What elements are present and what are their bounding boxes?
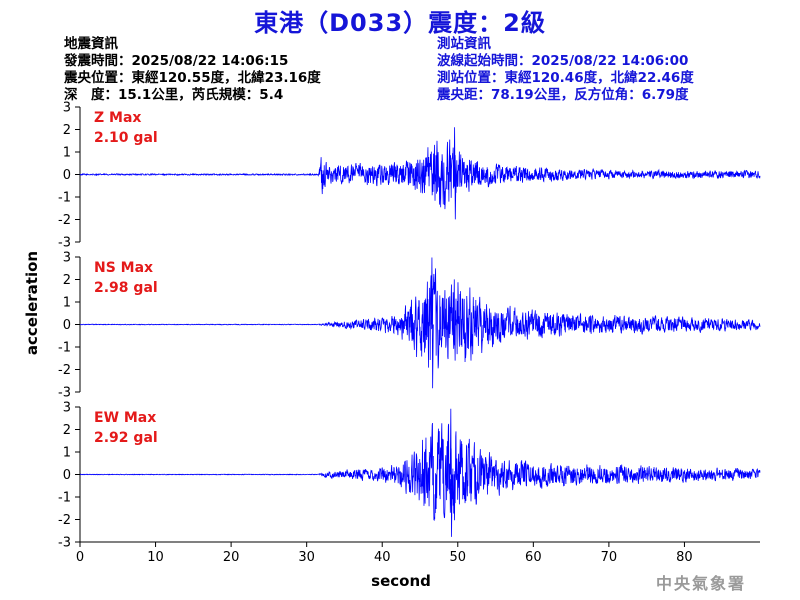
y-tick-label: 0	[63, 318, 71, 333]
trace-ew	[79, 408, 761, 537]
x-tick-label: 20	[223, 550, 240, 565]
max-value: 2.98 gal	[94, 280, 158, 296]
y-tick-label: 0	[63, 468, 71, 483]
x-tick-label: 10	[147, 550, 164, 565]
y-tick-label: -2	[58, 513, 71, 528]
x-tick-label: 70	[601, 550, 618, 565]
distance-azimuth: 震央距：78.19公里，反方位角：6.79度	[437, 87, 689, 103]
panel-ns: 3 2 1 0 -1 -2 -3 NS Max 2.98 gal	[58, 251, 761, 401]
max-value: 2.92 gal	[94, 430, 158, 446]
y-tick-label: -1	[58, 491, 71, 506]
y-tick-label: 3	[63, 401, 71, 416]
y-tick-label: -1	[58, 191, 71, 206]
y-tick-label: -3	[58, 236, 71, 251]
y-tick-label: 2	[63, 423, 71, 438]
x-tick-label: 60	[525, 550, 542, 565]
station-info: 測站資訊 波線起始時間：2025/08/22 14:06:00 測站位置：東經1…	[437, 36, 694, 104]
y-tick-label: -2	[58, 213, 71, 228]
origin-time: 發震時間：2025/08/22 14:06:15	[64, 53, 289, 69]
y-tick-label: 1	[63, 146, 71, 161]
x-tick-label: 30	[298, 550, 315, 565]
panel-ew: 3 2 1 0 -1 -2 -3 EW Max 2.92 gal	[58, 401, 761, 551]
x-tick-label: 40	[374, 550, 391, 565]
agency-footer: 中央氣象署	[655, 574, 746, 593]
epicenter-location: 震央位置：東經120.55度，北緯23.16度	[64, 70, 321, 86]
y-tick-label: -2	[58, 363, 71, 378]
y-tick-label: -3	[58, 386, 71, 401]
quake-info: 地震資訊 發震時間：2025/08/22 14:06:15 震央位置：東經120…	[64, 36, 321, 104]
trace-ns	[79, 257, 761, 389]
y-tick-label: 3	[63, 101, 71, 116]
wave-start-time: 波線起始時間：2025/08/22 14:06:00	[437, 53, 689, 69]
x-axis-label: second	[371, 572, 431, 590]
max-value: 2.10 gal	[94, 130, 158, 146]
trace-z	[79, 127, 761, 220]
y-tick-label: -1	[58, 341, 71, 356]
y-tick-label: 3	[63, 251, 71, 266]
page-title: 東港（D033）震度：2級	[254, 9, 546, 37]
y-tick-label: 2	[63, 273, 71, 288]
quake-info-heading: 地震資訊	[64, 36, 118, 52]
seismogram-panels: 3 2 1 0 -1 -2 -3 Z Max 2.10 gal 3 2 1 0 -1 -2 -3 NS Max 2…	[58, 101, 761, 551]
x-tick-label: 50	[450, 550, 467, 565]
station-info-heading: 測站資訊	[437, 36, 491, 52]
x-axis: 0 10 20 30 40 50 60 70 80	[76, 541, 760, 565]
panel-z: 3 2 1 0 -1 -2 -3 Z Max 2.10 gal	[58, 101, 761, 251]
y-tick-label: 1	[63, 296, 71, 311]
y-tick-label: 1	[63, 446, 71, 461]
x-tick-label: 0	[76, 550, 84, 565]
max-label: EW Max	[94, 410, 156, 426]
depth-magnitude: 深 度：15.1公里，芮氏規模：5.4	[64, 87, 284, 103]
y-tick-label: 2	[63, 123, 71, 138]
max-label: Z Max	[94, 110, 141, 126]
x-tick-label: 80	[676, 550, 693, 565]
station-location: 測站位置：東經120.46度，北緯22.46度	[437, 70, 694, 86]
y-axis-label: acceleration	[23, 251, 41, 355]
y-tick-label: -3	[58, 536, 71, 551]
y-tick-label: 0	[63, 168, 71, 183]
max-label: NS Max	[94, 260, 153, 276]
